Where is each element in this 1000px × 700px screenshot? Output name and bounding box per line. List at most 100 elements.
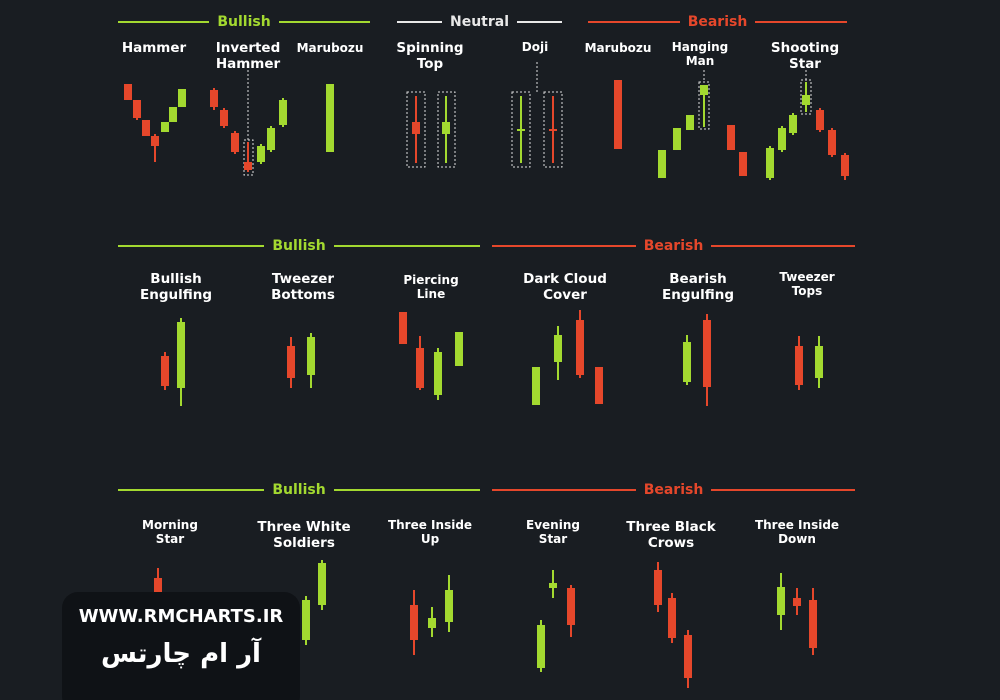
section-header: Bearish xyxy=(588,12,847,32)
candle-body xyxy=(416,348,424,388)
divider xyxy=(397,21,442,23)
candle-body xyxy=(307,337,315,375)
divider xyxy=(517,21,562,23)
highlight-box xyxy=(511,91,531,168)
divider xyxy=(118,245,265,247)
candle-body xyxy=(795,346,803,385)
highlight-box xyxy=(698,81,710,130)
candle-body xyxy=(700,85,708,95)
divider xyxy=(711,245,855,247)
candle-body xyxy=(595,367,603,404)
candle-body xyxy=(142,120,150,136)
candle-body xyxy=(177,322,185,388)
watermark-url: WWW.RMCHARTS.IR xyxy=(78,606,284,627)
candle-body xyxy=(815,346,823,378)
candle-body xyxy=(658,150,666,178)
candle-body xyxy=(727,125,735,150)
section-label: Bullish xyxy=(272,238,326,254)
candle-body xyxy=(442,122,450,134)
pattern-name: Shooting Star xyxy=(770,40,840,72)
candle-body xyxy=(777,587,785,615)
section-header: Bullish xyxy=(118,480,480,500)
section-header: Bullish xyxy=(118,12,370,32)
candle-body xyxy=(654,570,662,605)
pattern-name: Three White Soldiers xyxy=(257,519,351,551)
candle-body xyxy=(210,90,218,107)
section-label: Bullish xyxy=(272,482,326,498)
candle-body xyxy=(614,80,622,149)
candle-body xyxy=(668,598,676,638)
candle-body xyxy=(178,89,186,107)
candle-body xyxy=(828,130,836,155)
pattern-name: Spinning Top xyxy=(396,40,464,72)
candle-body xyxy=(778,128,786,150)
pattern-name: Tweezer Bottoms xyxy=(271,271,335,303)
candle-body xyxy=(169,107,177,122)
pattern-name: Marubozu xyxy=(296,41,364,55)
candle-body xyxy=(567,588,575,625)
section-header: Bullish xyxy=(118,236,480,256)
candle-body xyxy=(161,356,169,386)
candle-body xyxy=(554,335,562,362)
highlight-box xyxy=(543,91,563,168)
divider xyxy=(118,489,265,491)
section-label: Bearish xyxy=(643,238,704,254)
candle-body xyxy=(124,84,132,100)
candle-body xyxy=(766,148,774,178)
candle-body xyxy=(151,136,159,146)
candle-body xyxy=(318,563,326,605)
pattern-name: Tweezer Tops xyxy=(779,270,835,298)
candle-body xyxy=(220,110,228,126)
candle-body xyxy=(684,635,692,678)
pattern-name: Three Inside Down xyxy=(754,518,840,546)
candle-body xyxy=(793,598,801,606)
pattern-name: Bullish Engulfing xyxy=(139,271,212,303)
pattern-name: Bearish Engulfing xyxy=(661,271,734,303)
candle-body xyxy=(816,110,824,130)
section-label: Bearish xyxy=(643,482,704,498)
candle-body xyxy=(809,600,817,648)
candle-body xyxy=(537,625,545,668)
candle-body xyxy=(257,146,265,162)
candle-body xyxy=(532,367,540,405)
divider xyxy=(118,21,210,23)
divider xyxy=(333,245,480,247)
divider xyxy=(278,21,370,23)
candle-body xyxy=(517,129,525,131)
candle-body xyxy=(686,115,694,130)
pattern-name: Doji xyxy=(521,40,549,54)
pattern-name: Three Black Crows xyxy=(626,519,716,551)
candle-body xyxy=(428,618,436,628)
divider xyxy=(492,489,636,491)
candle-body xyxy=(412,122,420,134)
candle-body xyxy=(445,590,453,622)
highlight-box xyxy=(800,79,812,115)
section-label: Bearish xyxy=(687,14,748,30)
section-label: Bullish xyxy=(217,14,271,30)
candle-body xyxy=(267,128,275,150)
candle-body xyxy=(703,320,711,387)
pattern-name: Three Inside Up xyxy=(387,518,473,546)
pattern-name: Morning Star xyxy=(142,518,198,546)
watermark-name: آر ام چارتس xyxy=(101,639,261,669)
highlight-box xyxy=(437,91,456,168)
candle-body xyxy=(161,122,169,132)
candle-body xyxy=(279,100,287,125)
candle-body xyxy=(326,84,334,152)
pattern-name: Hammer xyxy=(121,40,187,56)
candle-body xyxy=(549,583,557,588)
candle-body xyxy=(802,95,810,105)
candle-body xyxy=(673,128,681,150)
candle-body xyxy=(399,312,407,344)
pattern-name: Piercing Line xyxy=(403,273,459,301)
candle-body xyxy=(739,152,747,176)
divider xyxy=(333,489,480,491)
section-header: Bearish xyxy=(492,480,855,500)
divider xyxy=(755,21,847,23)
section-label: Neutral xyxy=(449,14,510,30)
candle-body xyxy=(683,342,691,382)
candle-body xyxy=(410,605,418,640)
highlight-box xyxy=(243,139,254,176)
candle-body xyxy=(244,162,252,170)
